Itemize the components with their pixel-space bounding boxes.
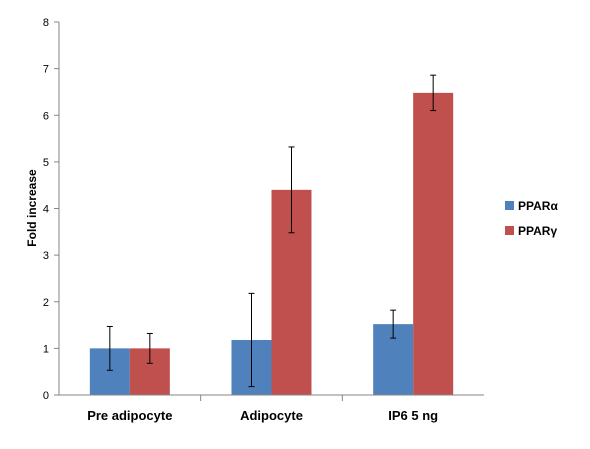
- y-tick-label: 0: [43, 390, 49, 402]
- error-bars: [106, 74, 437, 388]
- legend-label: PPARγ: [518, 224, 557, 238]
- y-tick-label: 5: [43, 157, 49, 169]
- bar: [413, 92, 454, 396]
- x-category-label: Pre adipocyte: [87, 408, 172, 423]
- legend-label: PPARα: [518, 199, 558, 213]
- x-category-label: IP6 5 ng: [388, 408, 438, 423]
- y-tick-label: 4: [43, 204, 49, 216]
- legend-swatch: [505, 201, 514, 210]
- x-axis-categories: Pre adipocyte Adipocyte IP6 5 ng: [87, 395, 438, 423]
- y-tick-label: 2: [43, 297, 49, 309]
- axes: [58, 22, 484, 396]
- bars: [89, 92, 454, 396]
- legend-swatch: [505, 226, 514, 235]
- y-axis-ticks: 0 1 2 3 4 5 6 7 8: [43, 17, 59, 402]
- y-tick-label: 6: [43, 110, 49, 122]
- y-tick-label: 7: [43, 64, 49, 76]
- legend: PPARα PPARγ: [505, 199, 558, 238]
- x-category-label: Adipocyte: [240, 408, 303, 423]
- y-tick-label: 8: [43, 17, 49, 29]
- y-tick-label: 1: [43, 343, 49, 355]
- y-axis-label: Fold increase: [25, 169, 39, 247]
- y-tick-label: 3: [43, 250, 49, 262]
